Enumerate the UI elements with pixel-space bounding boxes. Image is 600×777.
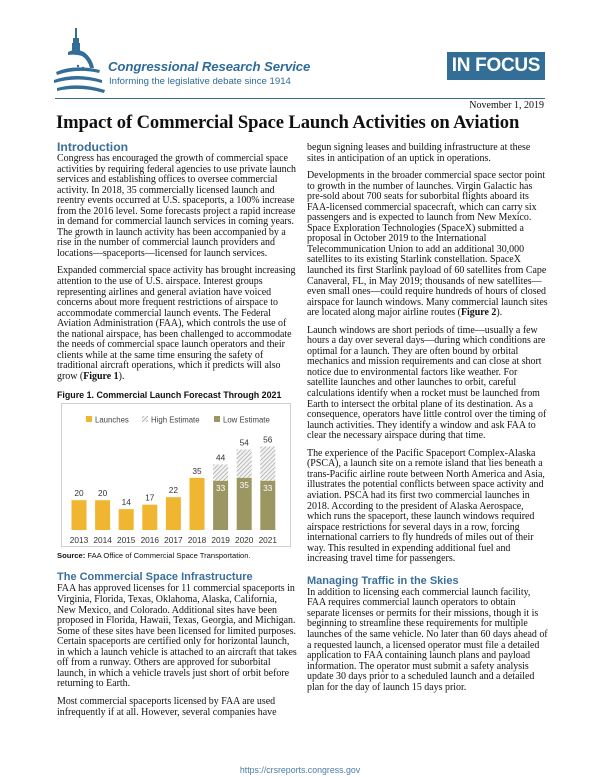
paragraph-text: Expanded commercial space activity has b… xyxy=(57,265,296,382)
right-paragraph-2: Developments in the broader commercial s… xyxy=(307,170,549,319)
legend-swatch xyxy=(214,416,220,423)
legend-label: Launches xyxy=(95,416,129,425)
data-label: 14 xyxy=(122,498,132,508)
x-tick-label: 2016 xyxy=(141,535,160,545)
bar-launches xyxy=(118,509,134,531)
x-tick-label: 2018 xyxy=(188,535,207,545)
legend-swatch xyxy=(142,416,148,423)
x-tick-label: 2021 xyxy=(259,535,278,545)
bar-low-estimate xyxy=(213,481,229,531)
right-column: begun signing leases and building infras… xyxy=(307,142,549,693)
capitol-dome-logo xyxy=(54,28,105,93)
section-heading-managing-traffic: Managing Traffic in the Skies xyxy=(307,574,459,587)
brand-tagline: Informing the legislative debate since 1… xyxy=(109,76,291,87)
data-label: 22 xyxy=(169,486,179,496)
legend-swatch xyxy=(86,416,92,423)
data-label: 20 xyxy=(98,489,108,499)
data-label: 20 xyxy=(74,489,84,499)
footer-url-link[interactable]: https://crsreports.congress.gov xyxy=(239,765,361,775)
data-label: 35 xyxy=(192,466,202,476)
bar-low-estimate xyxy=(236,478,252,531)
chart-frame: Launches High Estimate Low Estimate 2013 20… xyxy=(61,403,291,548)
data-label-high: 54 xyxy=(240,438,250,448)
right-paragraph-1: begun signing leases and building infras… xyxy=(307,142,531,164)
bar-low-estimate xyxy=(260,481,276,531)
x-tick-label: 2013 xyxy=(70,535,89,545)
source-label: Source: xyxy=(57,551,86,561)
data-label-high: 56 xyxy=(263,435,273,445)
in-focus-badge: IN FOCUS xyxy=(447,52,545,80)
bar-high-estimate xyxy=(236,450,252,479)
section-heading-infrastructure: The Commercial Space Infrastructure xyxy=(57,571,253,584)
data-label: 17 xyxy=(145,493,155,503)
right-paragraph-5: In addition to licensing each commercial… xyxy=(307,586,548,693)
infrastructure-paragraph-1: FAA has approved licenses for 11 commerc… xyxy=(57,583,297,690)
section-heading-introduction: Introduction xyxy=(57,140,129,154)
bar-launches xyxy=(71,500,87,531)
x-tick-label: 2015 xyxy=(117,535,136,545)
header-divider xyxy=(55,98,545,100)
legend-label: Low Estimate xyxy=(223,416,270,425)
data-label-high: 44 xyxy=(216,453,226,463)
legend-label: High Estimate xyxy=(151,416,200,425)
x-tick-label: 2017 xyxy=(164,535,183,545)
bar-launches xyxy=(189,478,205,531)
data-label-low: 33 xyxy=(216,483,226,493)
paragraph-text: ). xyxy=(496,307,503,319)
brand-name: Congressional Research Service xyxy=(108,59,311,74)
launch-forecast-chart: Launches High Estimate Low Estimate 2013 20… xyxy=(70,416,278,546)
intro-paragraph-1: Congress has encouraged the growth of co… xyxy=(57,153,296,259)
infrastructure-paragraph-2: Most commercial spaceports licensed by F… xyxy=(57,695,277,718)
source-text: FAA Office of Commercial Space Transport… xyxy=(85,551,251,561)
paragraph-text: ). xyxy=(118,370,125,382)
x-tick-label: 2020 xyxy=(235,535,254,545)
right-paragraph-3: Launch windows are short periods of time… xyxy=(307,324,547,442)
intro-paragraph-2: Expanded commercial space activity has b… xyxy=(57,266,297,382)
figure-reference: Figure 1 xyxy=(83,370,119,382)
data-label-low: 33 xyxy=(263,483,273,493)
publication-date: November 1, 2019 xyxy=(469,100,544,111)
x-tick-label: 2019 xyxy=(211,535,230,545)
page-title: Impact of Commercial Space Launch Activi… xyxy=(56,112,520,133)
figure-title: Figure 1. Commercial Launch Forecast Thr… xyxy=(57,390,282,401)
bar-launches xyxy=(142,505,158,531)
figure-reference: Figure 2 xyxy=(460,307,497,319)
bar-launches xyxy=(165,497,181,531)
bar-high-estimate xyxy=(213,464,229,482)
figure-source: Source: FAA Office of Commercial Space T… xyxy=(57,551,297,561)
bar-launches xyxy=(95,500,111,531)
bar-high-estimate xyxy=(260,447,276,482)
right-paragraph-4: The experience of the Pacific Spaceport … xyxy=(307,447,545,565)
x-tick-label: 2014 xyxy=(93,535,112,545)
data-label-low: 35 xyxy=(240,480,250,490)
left-column: Introduction Congress has encouraged the… xyxy=(57,140,297,718)
paragraph-text: Developments in the broader commercial s… xyxy=(307,170,548,319)
